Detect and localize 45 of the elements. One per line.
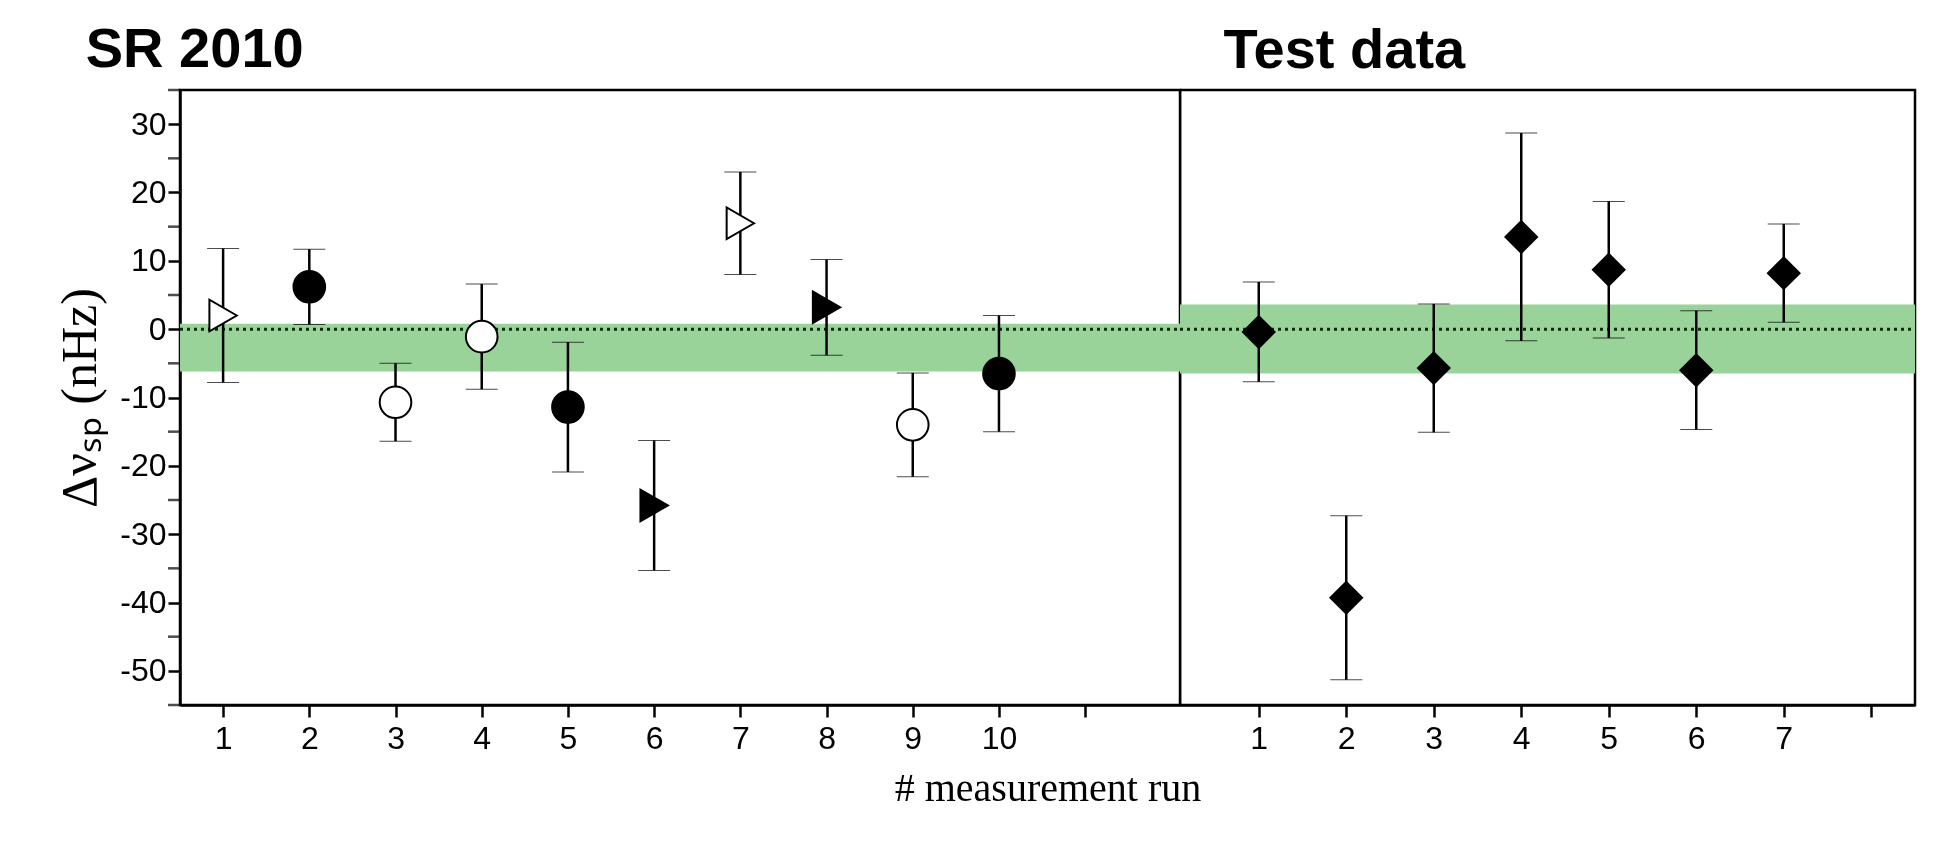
x-tick-label: 8 <box>818 719 836 756</box>
y-tick-label: 0 <box>148 310 167 347</box>
x-tick-label: 9 <box>904 719 923 756</box>
point <box>725 206 756 241</box>
point <box>1679 353 1714 387</box>
chart-title: Test data <box>1223 17 1467 80</box>
x-tick-label: 4 <box>473 719 492 756</box>
point <box>811 290 842 325</box>
x-tick-label: 2 <box>300 719 319 756</box>
x-tick-label: 7 <box>731 719 750 756</box>
x-tick-label: 2 <box>1337 719 1356 756</box>
y-tick-label: -40 <box>120 584 167 620</box>
x-tick-label: 3 <box>1425 719 1444 756</box>
point <box>1241 315 1276 349</box>
point <box>982 356 1016 391</box>
point <box>1766 256 1801 290</box>
point <box>551 390 585 424</box>
point <box>1329 580 1364 615</box>
chart-title: SR 2010 <box>85 15 304 79</box>
x-tick-label: 3 <box>387 719 405 756</box>
x-tick-label: 10 <box>981 719 1018 756</box>
y-tick-label: -30 <box>120 515 167 552</box>
y-tick-label: 20 <box>130 174 167 210</box>
y-axis-title: Δνₛₚ (nHz) <box>51 288 109 508</box>
x-tick-label: 5 <box>559 719 578 756</box>
x-tick-label: 1 <box>1250 719 1269 756</box>
x-tick-label: 6 <box>1687 719 1706 756</box>
y-tick-label: 10 <box>130 242 167 279</box>
x-tick-label: 4 <box>1512 719 1531 756</box>
y-tick-label: -10 <box>120 379 167 415</box>
x-tick-label: 7 <box>1775 719 1794 756</box>
x-tick-label: 6 <box>645 719 664 756</box>
y-tick-label: -20 <box>120 447 167 484</box>
point <box>1591 252 1626 287</box>
y-tick-label: 30 <box>130 105 167 142</box>
point <box>1504 220 1539 254</box>
point <box>208 298 238 333</box>
point <box>1416 351 1451 385</box>
y-tick-label: -50 <box>120 652 167 689</box>
point <box>464 319 499 354</box>
x-axis-title: # measurement run <box>894 764 1202 810</box>
x-tick-label: 5 <box>1600 719 1619 756</box>
x-tick-label: 1 <box>214 719 233 756</box>
point <box>639 488 669 523</box>
point <box>292 270 327 304</box>
